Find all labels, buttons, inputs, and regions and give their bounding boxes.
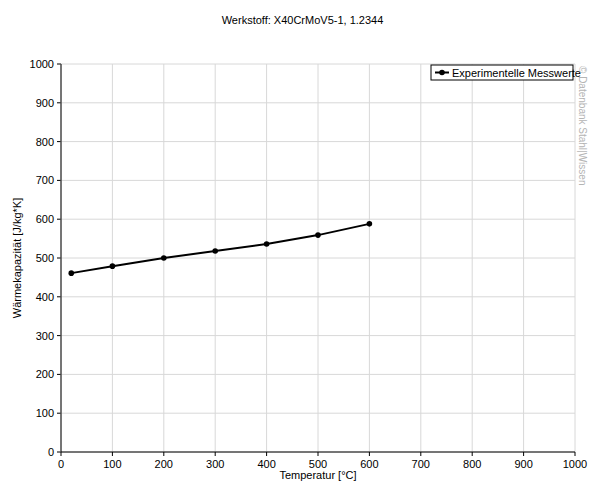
x-tick-label: 900 [514,458,532,470]
legend-marker [439,70,445,76]
x-grid-line [472,64,473,452]
y-tick [57,141,61,142]
y-tick [57,374,61,375]
y-axis [61,64,62,452]
x-tick [112,452,113,456]
series-marker [315,232,321,238]
x-tick [369,452,370,456]
y-tick-label: 400 [36,291,54,303]
y-tick [57,413,61,414]
x-tick-label: 600 [360,458,378,470]
y-tick [57,219,61,220]
x-tick [266,452,267,456]
y-tick-label: 900 [36,97,54,109]
y-tick-label: 500 [36,252,54,264]
chart-svg: 0 100 200 300 400 500 600 700 800 900 1000 0 100 200 3… [0,0,605,500]
y-tick [57,180,61,181]
x-tick-label: 200 [155,458,173,470]
y-tick-label: 100 [36,407,54,419]
chart-root: 0 100 200 300 400 500 600 700 800 900 1000 0 100 200 3… [0,0,605,500]
y-axis-label: Wärmekapazität [J/kg*K] [11,198,23,318]
series-line [71,224,369,273]
y-tick [57,102,61,103]
x-tick-label: 800 [463,458,481,470]
y-tick [57,296,61,297]
x-tick-label: 700 [412,458,430,470]
series-marker [161,255,167,261]
x-tick [472,452,473,456]
y-tick-label: 1000 [30,58,54,70]
y-tick [57,335,61,336]
y-grid-line [61,452,575,453]
y-tick [57,452,61,453]
x-tick [318,452,319,456]
series-marker [110,263,116,269]
series-marker [367,221,373,227]
legend-label: Experimentelle Messwerte [452,67,581,79]
x-tick [420,452,421,456]
y-tick-label: 800 [36,136,54,148]
y-tick-label: 0 [48,446,54,458]
plot-background [61,64,575,452]
chart-title: Werkstoff: X40CrMoV5-1, 1.2344 [222,14,384,26]
x-tick [575,452,576,456]
data-group [68,221,372,276]
x-tick-label: 300 [206,458,224,470]
y-tick-label: 200 [36,368,54,380]
y-tick-label: 300 [36,330,54,342]
x-tick [215,452,216,456]
y-tick-label: 600 [36,213,54,225]
x-grid-line [266,64,267,452]
x-grid-line [215,64,216,452]
x-grid-line [61,64,62,452]
y-tick [57,64,61,65]
x-tick-label: 100 [103,458,121,470]
x-grid-line [420,64,421,452]
x-tick-label: 1000 [563,458,587,470]
x-tick [61,452,62,456]
x-grid-line [575,64,576,452]
watermark: © Datenbank Stahl|Wissen [577,66,588,185]
series-marker [264,241,270,247]
x-tick [163,452,164,456]
x-grid-line [318,64,319,452]
x-grid-line [112,64,113,452]
x-axis [61,452,575,453]
x-tick [523,452,524,456]
legend: Experimentelle Messwerte [431,65,581,80]
y-tick-label: 700 [36,174,54,186]
x-axis-label: Temperatur [°C] [279,469,356,481]
x-grid-line [523,64,524,452]
x-grid-line [369,64,370,452]
series-marker [68,270,74,276]
x-tick-label: 0 [58,458,64,470]
x-tick-label: 400 [257,458,275,470]
series-marker [212,248,218,254]
y-tick [57,258,61,259]
